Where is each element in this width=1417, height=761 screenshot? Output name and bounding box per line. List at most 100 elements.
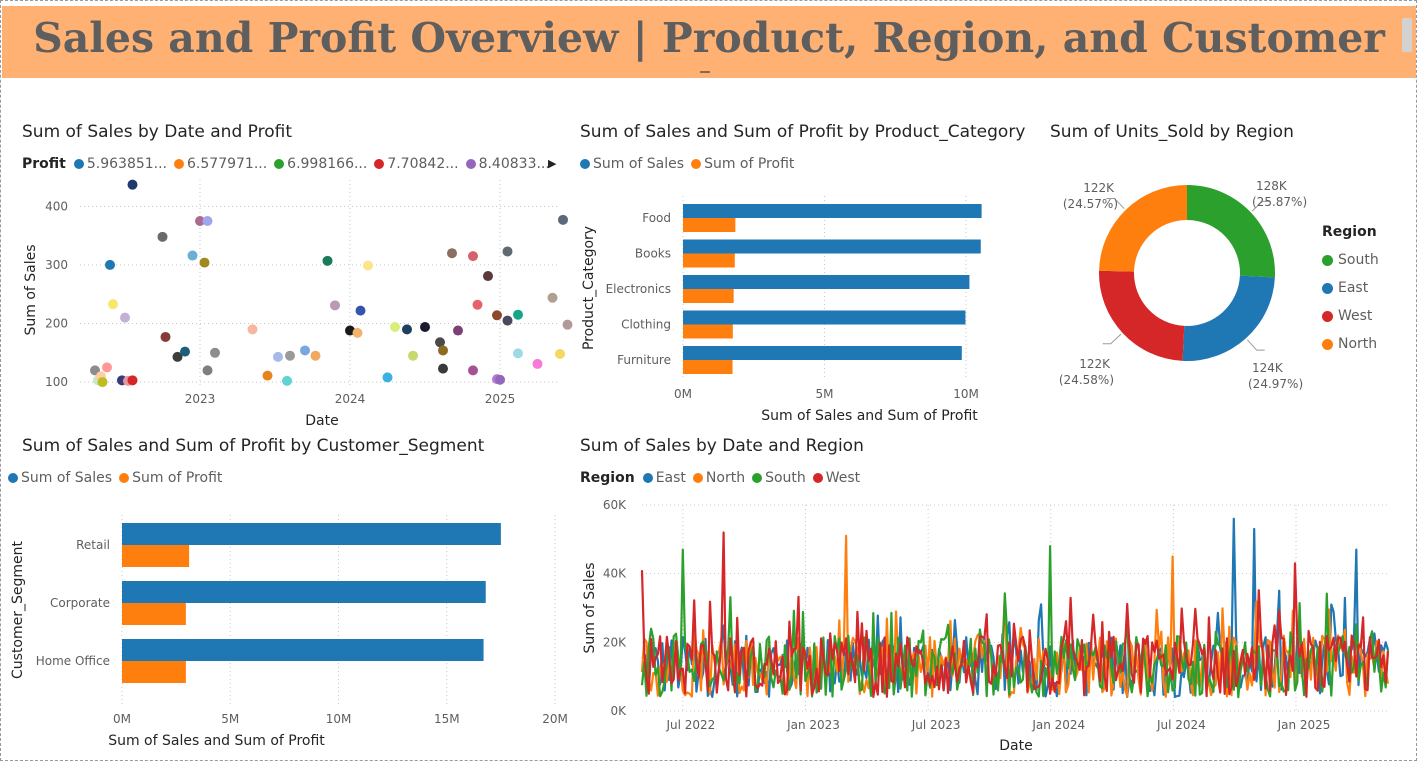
scatter-point [105,259,115,270]
legend-label: North [705,470,746,486]
scatter-point [199,257,210,268]
legend-label: Sum of Profit [704,156,795,172]
units-legend-item[interactable]: South [1322,246,1379,274]
line-series-west [640,531,1390,699]
sales-bar [122,639,484,661]
slice-value-label: 122K [1079,357,1111,371]
scatter-point [202,365,213,376]
legend-label: Sum of Sales [21,470,113,486]
legend-dot-icon [1322,338,1333,350]
scatter-point [562,319,573,330]
sales-bar [683,204,982,218]
region-legend-item[interactable]: East [642,470,686,486]
x-tick-label: 15M [434,712,460,726]
category-label: Retail [76,538,110,552]
legend-dot-icon [1322,310,1333,322]
page-title: Sales and Profit Overview | Product, Reg… [33,14,1385,62]
scatter-point [547,292,558,303]
product-legend-item[interactable]: Sum of Sales [580,156,684,172]
x-tick-label: Jan 2025 [1277,718,1331,732]
scatter-legend-item[interactable]: 5.963851... [73,156,167,172]
units-legend: Region South East West North [1322,224,1379,358]
sales-bar [122,581,486,603]
scatter-point [285,350,295,361]
scatter-point [363,260,373,271]
scatter-point [273,351,283,362]
y-axis-title: Customer_Segment [10,540,26,679]
scatter-point [492,310,502,321]
x-tick-label: 0M [674,387,692,401]
scatter-point [282,375,292,386]
legend-label: 7.70842... [387,156,459,172]
scatter-legend: Profit 5.963851... 6.577971... 6.998166...… [22,156,557,172]
scatter-point [127,375,138,386]
legend-dot-icon [119,473,130,483]
scrollbar-thumb[interactable] [1402,18,1412,52]
scatter-point [402,324,412,335]
scatter-point [390,322,400,333]
scatter-legend-item[interactable]: 6.577971... [174,156,267,172]
units-legend-item[interactable]: West [1322,302,1379,330]
x-tick-label: 5M [221,712,239,726]
legend-dot-icon [752,473,763,483]
scatter-point [300,345,310,356]
scatter-chart-title: Sum of Sales by Date and Profit [22,122,292,142]
y-tick-label: 400 [45,199,68,213]
legend-dot-icon [580,159,590,169]
y-tick-label: 100 [45,375,68,389]
legend-label: South [1338,252,1379,268]
x-tick-label: Jul 2023 [911,718,961,732]
x-tick-label: 2023 [185,392,216,406]
region-legend-item[interactable]: North [692,470,746,486]
scatter-legend-item[interactable]: 7.70842... [374,156,459,172]
scatter-point [120,312,130,323]
segment-legend-item[interactable]: Sum of Profit [119,470,222,486]
scatter-point [108,299,118,310]
profit-bar [683,324,733,339]
legend-label: 8.40833... [478,156,550,172]
scatter-point [502,315,513,326]
legend-dot-icon [1322,282,1333,294]
scatter-point [468,251,478,262]
legend-label: Sum of Profit [132,470,223,486]
region-legend-item[interactable]: West [812,470,860,486]
units-donut-chart: 128K (25.87%) 124K (24.97%) 122K (24.58%) 122K… [1059,179,1307,391]
scatter-point [262,370,273,381]
scatter-point [310,350,321,361]
resize-handle[interactable] [700,71,710,73]
units-legend-item[interactable]: East [1322,274,1379,302]
segment-legend-item[interactable]: Sum of Sales [8,470,112,486]
scatter-legend-item[interactable]: 6.998166... [274,156,367,172]
segment-legend: Sum of Sales Sum of Profit [8,470,229,486]
legend-label: West [1338,308,1373,324]
profit-bar [122,661,186,683]
y-axis-title: Sum of Sales [23,244,39,335]
sales-bar [683,239,981,254]
segment-chart-title: Sum of Sales and Sum of Profit by Custom… [22,436,485,456]
scatter-point [160,331,171,342]
category-label: Corporate [50,596,110,610]
category-label: Furniture [617,353,671,367]
scatter-point [502,246,513,257]
profit-bar [122,545,190,567]
scatter-point [127,179,138,190]
donut-slice-south [1187,185,1275,278]
scatter-point [447,248,457,259]
scatter-point [157,231,168,242]
slice-percent-label: (24.57%) [1063,197,1118,211]
legend-dot-icon [642,473,653,483]
region-chart-title: Sum of Sales by Date and Region [580,436,864,456]
x-tick-label: 2025 [485,392,516,406]
scatter-legend-item[interactable]: 8.40833... [465,156,550,172]
region-legend-item[interactable]: South [752,470,806,486]
profit-bar [683,360,733,374]
legend-dot-icon [691,159,702,169]
product-legend-item[interactable]: Sum of Profit [691,156,794,172]
sales-bar [683,310,966,325]
scatter-point [555,348,565,359]
legend-next-arrow-icon[interactable]: ▶ [548,157,557,170]
x-axis-title: Date [999,738,1032,754]
donut-slice-west [1099,270,1185,361]
units-legend-item[interactable]: North [1322,330,1379,358]
scatter-point [420,322,430,333]
